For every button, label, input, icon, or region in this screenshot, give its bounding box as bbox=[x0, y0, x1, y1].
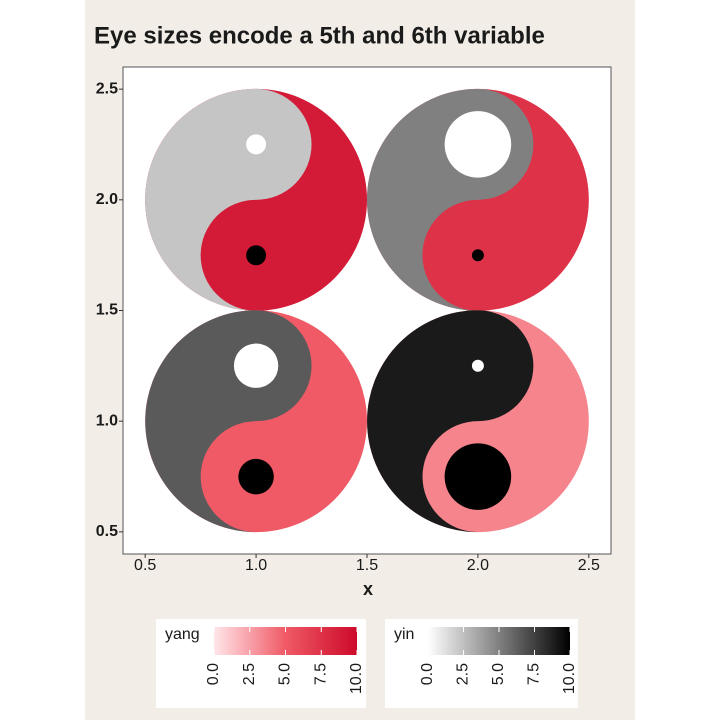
colorbar-label: 2.5 bbox=[455, 663, 472, 685]
legend-title: yang bbox=[165, 626, 200, 643]
y-tick-label: 1.0 bbox=[96, 412, 118, 429]
colorbar-label: 0.0 bbox=[205, 663, 222, 685]
y-tick-label: 2.0 bbox=[96, 191, 118, 208]
y-tick-label: 1.5 bbox=[96, 302, 118, 319]
black-eye bbox=[246, 245, 267, 266]
x-tick-label: 2.0 bbox=[467, 557, 489, 574]
black-eye bbox=[471, 249, 484, 262]
black-eye bbox=[238, 458, 274, 495]
x-tick-label: 0.5 bbox=[134, 557, 156, 574]
yin-half bbox=[367, 310, 534, 533]
x-tick-label: 1.0 bbox=[245, 557, 267, 574]
white-eye bbox=[233, 343, 279, 388]
yin-half bbox=[145, 88, 312, 311]
white-eye bbox=[246, 134, 267, 155]
y-tick-label: 2.5 bbox=[96, 80, 118, 97]
x-tick-label: 2.5 bbox=[578, 557, 600, 574]
y-tick-label: 0.5 bbox=[96, 523, 118, 540]
colorbar-label: 0.0 bbox=[419, 663, 436, 685]
x-axis-label: x bbox=[363, 579, 373, 599]
colorbar-label: 10.0 bbox=[561, 663, 578, 694]
colorbar-label: 5.0 bbox=[277, 663, 294, 685]
chart-title: Eye sizes encode a 5th and 6th variable bbox=[94, 22, 545, 49]
white-eye bbox=[444, 111, 512, 178]
colorbar-label: 2.5 bbox=[241, 663, 258, 685]
colorbar-label: 10.0 bbox=[348, 663, 365, 694]
white-eye bbox=[471, 359, 484, 372]
legend-title: yin bbox=[394, 626, 414, 643]
x-tick-label: 1.5 bbox=[356, 557, 378, 574]
black-eye bbox=[444, 443, 512, 510]
colorbar-label: 5.0 bbox=[490, 663, 507, 685]
colorbar-label: 7.5 bbox=[526, 663, 543, 685]
colorbar-label: 7.5 bbox=[312, 663, 329, 685]
